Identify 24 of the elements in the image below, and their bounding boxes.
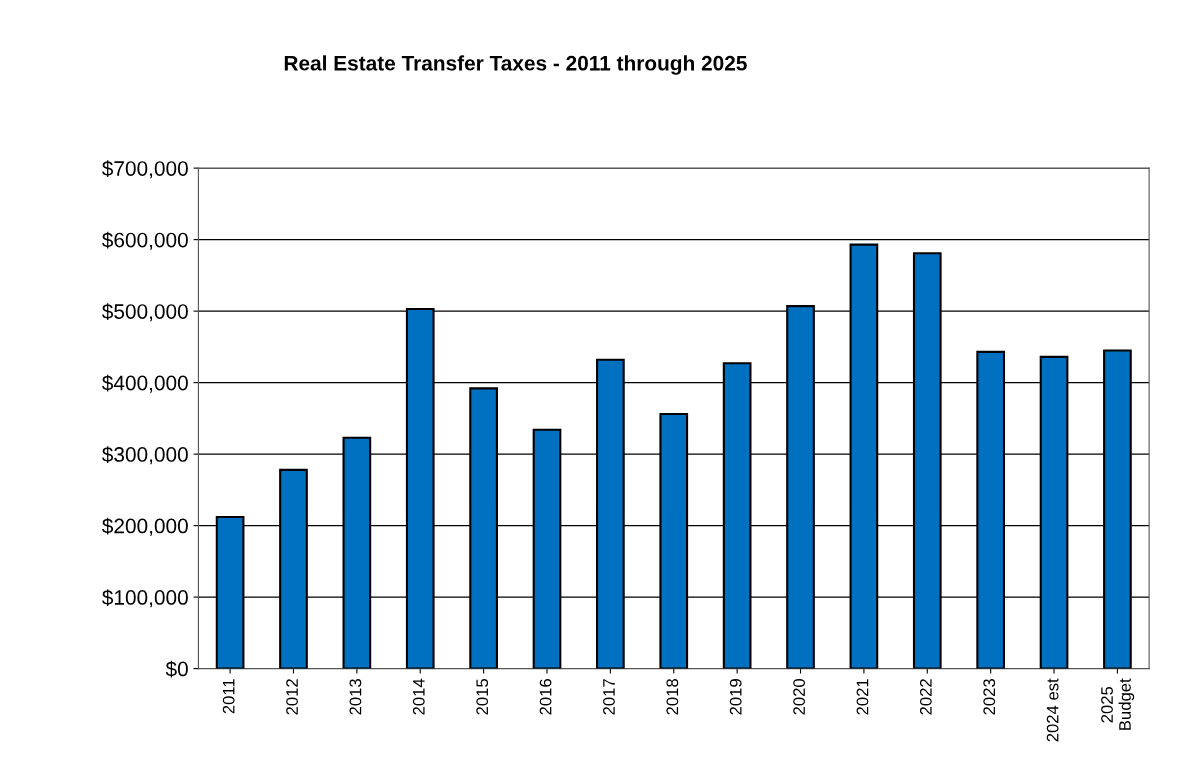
- x-tick-label: 2013: [349, 679, 362, 715]
- y-tick-label: $700,000: [102, 160, 188, 179]
- y-tick-label: $600,000: [102, 231, 188, 250]
- x-tick-label: 2012: [286, 679, 298, 715]
- y-tick-label: $100,000: [102, 589, 188, 608]
- x-tick-label: 2014: [412, 678, 425, 715]
- x-tick-label: 2017: [603, 679, 615, 715]
- x-tick-label: 2023: [983, 679, 996, 715]
- x-tick-label: 2021: [856, 679, 869, 715]
- x-tick-label: 2016: [539, 679, 552, 715]
- y-tick-label: $0: [165, 660, 188, 678]
- x-tick-label: 2018: [666, 679, 679, 715]
- x-tick-label: 2019: [729, 679, 742, 715]
- x-tick-label: 2020: [793, 678, 805, 715]
- x-tick-label: 2024 est: [1046, 678, 1059, 742]
- x-tick-label: 2025 Budget: [1101, 678, 1135, 730]
- y-tick-label: $200,000: [102, 517, 188, 536]
- y-tick-label: $300,000: [102, 446, 188, 465]
- x-tick-label: 2022: [919, 679, 932, 715]
- y-tick-label: $500,000: [102, 303, 188, 322]
- x-tick-label: 2011: [222, 679, 235, 714]
- chart-title: Real Estate Transfer Taxes - 2011 through 2025: [284, 55, 747, 75]
- x-tick-label: 2015: [476, 679, 489, 715]
- y-tick-label: $400,000: [102, 374, 188, 393]
